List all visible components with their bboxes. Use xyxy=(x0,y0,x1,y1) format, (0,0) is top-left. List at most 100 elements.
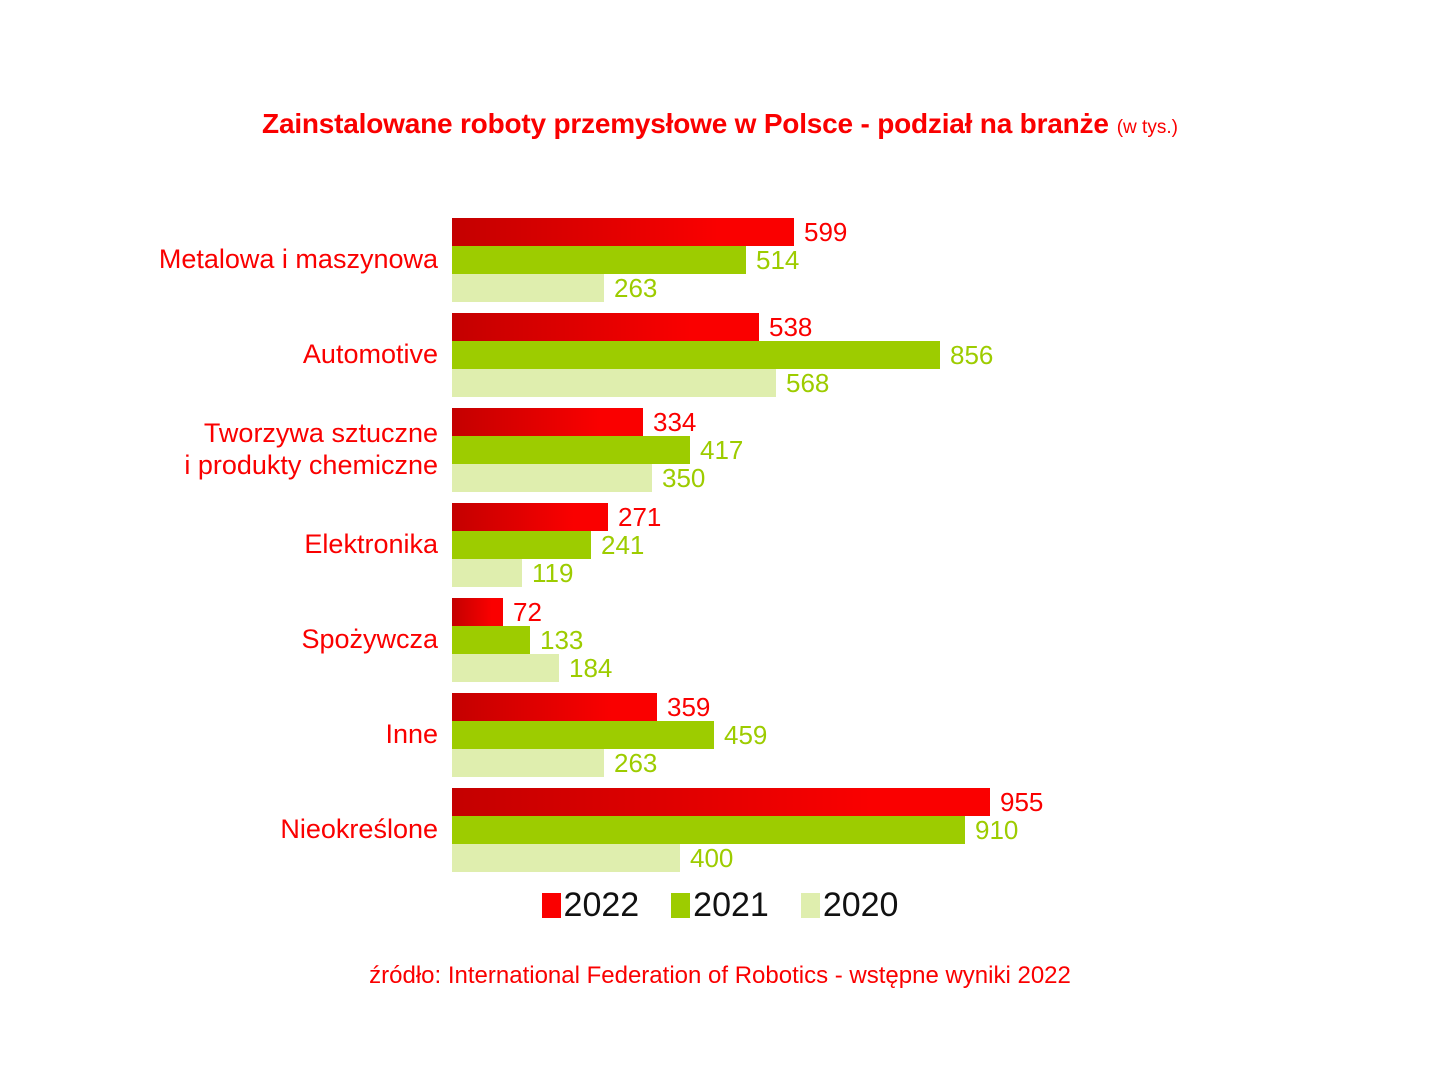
bar-row-2020: 400 xyxy=(452,844,1440,872)
legend-swatch-icon-2022 xyxy=(541,892,561,918)
bar-2022[interactable] xyxy=(452,693,657,721)
bar-stack: 538 856 568 xyxy=(452,313,1440,397)
bar-row-2020: 119 xyxy=(452,559,1440,587)
legend-label: 2022 xyxy=(563,886,640,924)
legend-swatch-icon-2021 xyxy=(671,892,691,918)
bar-value-2021: 910 xyxy=(975,815,1019,845)
bar-group: Automotive 538 856 568 xyxy=(0,313,1440,397)
legend-swatch-icon-2020 xyxy=(800,892,820,918)
bar-value-2021: 417 xyxy=(700,435,744,465)
bar-value-2022: 359 xyxy=(667,692,711,722)
bar-row-2020: 263 xyxy=(452,274,1440,302)
bar-row-2022: 955 xyxy=(452,788,1440,816)
bar-value-2020: 263 xyxy=(614,273,658,303)
category-label-3: Tworzywa sztuczne i produkty chemiczne xyxy=(0,408,452,492)
bar-group: Spożywcza 72 133 184 xyxy=(0,598,1440,682)
bar-2020[interactable] xyxy=(452,274,604,302)
category-label-line1: Automotive xyxy=(302,339,438,370)
bar-2020[interactable] xyxy=(452,654,559,682)
bar-group: Tworzywa sztuczne i produkty chemiczne 334… xyxy=(0,408,1440,492)
category-label-line1: Nieokreślone xyxy=(280,814,438,845)
category-label-4: Elektronika xyxy=(0,503,452,587)
bar-row-2020: 350 xyxy=(452,464,1440,492)
bar-2022[interactable] xyxy=(452,598,503,626)
bar-2020[interactable] xyxy=(452,369,776,397)
legend-item-2021[interactable]: 2021 xyxy=(671,888,769,922)
category-label-6: Inne xyxy=(0,693,452,777)
category-label-2: Automotive xyxy=(0,313,452,397)
bar-2022[interactable] xyxy=(452,408,643,436)
bar-group: Nieokreślone 955 910 400 xyxy=(0,788,1440,872)
plot-area: Metalowa i maszynowa 599 514 263 Automotive 5… xyxy=(0,218,1440,883)
bar-group: Elektronika 271 241 119 xyxy=(0,503,1440,587)
bar-2021[interactable] xyxy=(452,246,746,274)
chart-title: Zainstalowane roboty przemysłowe w Polsc… xyxy=(262,108,1109,139)
bar-row-2021: 910 xyxy=(452,816,1440,844)
bar-2022[interactable] xyxy=(452,218,794,246)
chart-legend: 2022 2021 2020 xyxy=(0,888,1440,922)
bar-2020[interactable] xyxy=(452,749,604,777)
bar-2021[interactable] xyxy=(452,436,690,464)
legend-item-2022[interactable]: 2022 xyxy=(541,886,640,924)
category-label-line1: Tworzywa sztuczne xyxy=(203,418,438,449)
bar-row-2022: 599 xyxy=(452,218,1440,246)
bar-row-2020: 568 xyxy=(452,369,1440,397)
bar-2020[interactable] xyxy=(452,464,652,492)
bar-group: Metalowa i maszynowa 599 514 263 xyxy=(0,218,1440,302)
bar-row-2021: 514 xyxy=(452,246,1440,274)
bar-value-2020: 350 xyxy=(662,463,706,493)
bar-2021[interactable] xyxy=(452,341,940,369)
bar-2020[interactable] xyxy=(452,559,522,587)
bar-value-2020: 119 xyxy=(532,558,574,588)
bar-value-2020: 400 xyxy=(690,843,734,873)
bar-2022[interactable] xyxy=(452,788,990,816)
bar-stack: 599 514 263 xyxy=(452,218,1440,302)
bar-value-2022: 538 xyxy=(769,312,813,342)
bar-row-2020: 263 xyxy=(452,749,1440,777)
bar-value-2021: 459 xyxy=(724,720,768,750)
bar-2022[interactable] xyxy=(452,313,759,341)
bar-2021[interactable] xyxy=(452,816,965,844)
legend-label: 2020 xyxy=(822,886,899,924)
bar-row-2022: 334 xyxy=(452,408,1440,436)
bar-value-2020: 263 xyxy=(614,748,658,778)
category-label-line1: Spożywcza xyxy=(301,624,438,655)
legend-label: 2021 xyxy=(693,886,769,924)
bar-stack: 955 910 400 xyxy=(452,788,1440,872)
bar-value-2022: 955 xyxy=(1000,787,1044,817)
bar-value-2022: 334 xyxy=(653,407,697,437)
bar-value-2022: 271 xyxy=(618,502,662,532)
bar-2021[interactable] xyxy=(452,531,591,559)
bar-stack: 72 133 184 xyxy=(452,598,1440,682)
category-label-5: Spożywcza xyxy=(0,598,452,682)
category-label-line2: i produkty chemiczne xyxy=(184,450,438,480)
bar-row-2020: 184 xyxy=(452,654,1440,682)
category-label-line1: Inne xyxy=(385,719,438,750)
bar-value-2020: 568 xyxy=(786,368,830,398)
category-label-line1: Elektronika xyxy=(304,529,438,560)
bar-stack: 271 241 119 xyxy=(452,503,1440,587)
bar-value-2021: 241 xyxy=(601,530,645,560)
bar-stack: 359 459 263 xyxy=(452,693,1440,777)
bar-2020[interactable] xyxy=(452,844,680,872)
chart-title-block: Zainstalowane roboty przemysłowe w Polsc… xyxy=(0,108,1440,140)
bar-2021[interactable] xyxy=(452,626,530,654)
bar-2022[interactable] xyxy=(452,503,608,531)
category-label-1: Metalowa i maszynowa xyxy=(0,218,452,302)
bar-group: Inne 359 459 263 xyxy=(0,693,1440,777)
bar-2021[interactable] xyxy=(452,721,714,749)
bar-row-2021: 241 xyxy=(452,531,1440,559)
bar-stack: 334 417 350 xyxy=(452,408,1440,492)
bar-row-2021: 856 xyxy=(452,341,1440,369)
legend-item-2020[interactable]: 2020 xyxy=(800,886,899,924)
chart-title-unit-note: (w tys.) xyxy=(1116,117,1178,138)
bar-row-2022: 538 xyxy=(452,313,1440,341)
bar-value-2021: 514 xyxy=(756,245,800,275)
bar-row-2022: 72 xyxy=(452,598,1440,626)
bar-row-2022: 271 xyxy=(452,503,1440,531)
category-label-line1: Metalowa i maszynowa xyxy=(158,244,438,275)
bar-value-2020: 184 xyxy=(569,653,613,683)
bar-row-2021: 417 xyxy=(452,436,1440,464)
bar-row-2021: 133 xyxy=(452,626,1440,654)
